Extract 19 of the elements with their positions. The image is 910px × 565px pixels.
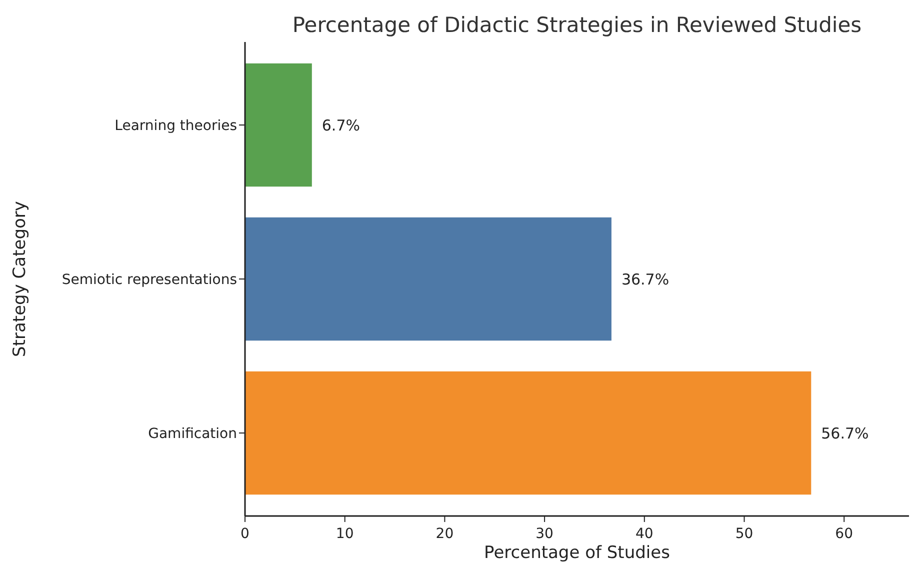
data-label: 6.7% [322,116,360,134]
bar [245,217,612,341]
x-tick-label: 0 [240,526,250,542]
x-tick-label: 60 [835,526,854,542]
x-tick-label: 30 [536,526,554,542]
y-tick-label: Learning theories [114,118,237,134]
x-axis-title: Percentage of Studies [484,543,670,563]
y-axis-title: Strategy Category [10,201,30,357]
y-tick-label: Semiotic representations [62,272,237,288]
x-tick-label: 10 [336,526,354,542]
x-tick-label: 50 [735,526,754,542]
bar [245,371,812,495]
data-label: 36.7% [621,270,670,288]
y-tick-label: Gamification [148,426,237,442]
x-tick-label: 40 [635,526,654,542]
data-label: 56.7% [821,424,869,442]
bar [245,63,312,187]
x-tick-label: 20 [436,526,454,542]
chart-title: Percentage of Didactic Strategies in Reviewed Studies [292,13,862,37]
